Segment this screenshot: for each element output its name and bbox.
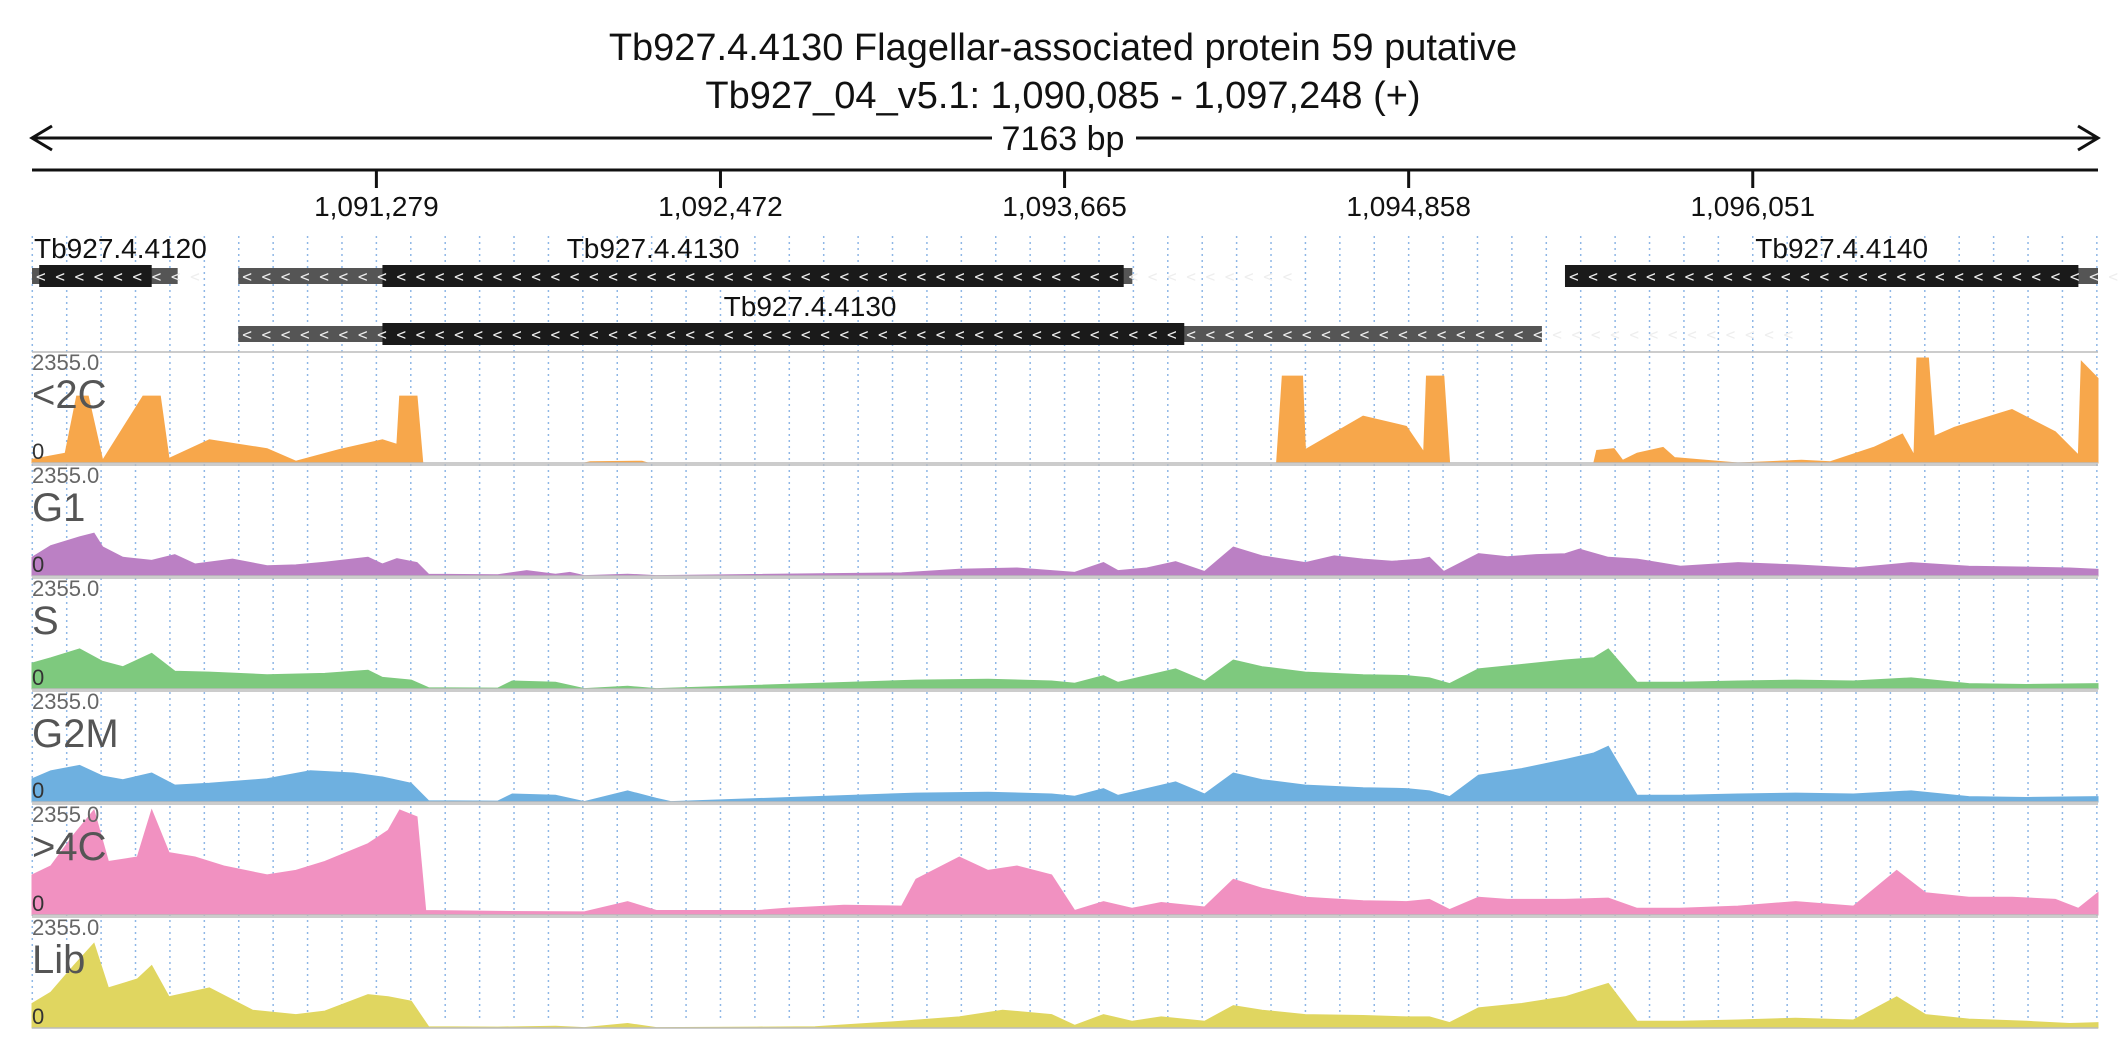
gene-model-2: < < < < < < < < < < < < < < < < < < < < …	[1564, 233, 2126, 287]
gene-label-3: Tb927.4.4130	[724, 291, 897, 322]
track-max-label-3: 2355.0	[32, 689, 99, 714]
track-max-label-2: 2355.0	[32, 576, 99, 601]
track-0: 2355.0 0 <2C	[31, 350, 2099, 464]
x-axis: 1,091,279 1,092,472 1,093,665 1,094,858 1,09…	[32, 168, 2098, 222]
track-area-2	[31, 648, 2099, 690]
gene-model-3: < < < < < < < < < < < < < < < < < < < < …	[238, 291, 1793, 345]
track-min-label-4: 0	[32, 891, 44, 916]
figure-location: Tb927_04_v5.1: 1,090,085 - 1,097,248 (+)	[705, 75, 1420, 117]
track-name-2: S	[32, 599, 59, 643]
gene-cds-2	[1564, 265, 2079, 287]
x-tick-label-1: 1,092,472	[658, 191, 783, 222]
track-name-0: <2C	[32, 373, 107, 417]
right-arrowhead-icon	[2077, 124, 2101, 152]
grid-lines	[31, 236, 2098, 1020]
left-arrowhead-icon	[29, 124, 53, 152]
track-name-5: Lib	[32, 938, 85, 982]
x-tick-label-3: 1,094,858	[1346, 191, 1471, 222]
track-3: 2355.0 0 G2M	[31, 689, 2099, 803]
gene-cds-0	[39, 265, 152, 287]
gene-strand-arrows-2: < < < < < < < < < < < < < < < < < < < < …	[1569, 267, 2126, 286]
x-tick-label-2: 1,093,665	[1002, 191, 1127, 222]
gene-strand-arrows-0: < < < < < < < < <	[36, 267, 200, 286]
track-1: 2355.0 0 G1	[31, 463, 2099, 577]
gene-label-2: Tb927.4.4140	[1755, 233, 1928, 264]
gene-cds-1	[382, 265, 1124, 287]
x-tick-label-0: 1,091,279	[314, 191, 439, 222]
gene-model-1: < < < < < < < < < < < < < < < < < < < < …	[238, 233, 1292, 287]
gene-cds-3	[382, 323, 1185, 345]
track-max-label-4: 2355.0	[32, 802, 99, 827]
track-5: 2355.0 0 Lib	[31, 915, 2099, 1029]
coverage-tracks: 2355.00<2C2355.00G12355.00S2355.00G2M235…	[31, 350, 2099, 1029]
track-name-3: G2M	[32, 712, 119, 756]
gene-model-0: < < < < < < < < < Tb927.4.4120	[32, 233, 207, 287]
track-area-3	[31, 745, 2099, 803]
span-length-label: 7163 bp	[1002, 120, 1125, 158]
track-min-label-1: 0	[32, 552, 44, 577]
track-min-label-5: 0	[32, 1004, 44, 1029]
track-name-4: >4C	[32, 825, 107, 869]
track-area-4	[31, 808, 2099, 916]
track-max-label-5: 2355.0	[32, 915, 99, 940]
track-min-label-0: 0	[32, 439, 44, 464]
track-max-label-0: 2355.0	[32, 350, 99, 375]
track-min-label-2: 0	[32, 665, 44, 690]
track-4: 2355.0 0 >4C	[31, 802, 2099, 916]
gene-models: < < < < < < < < < Tb927.4.4120< < < < < …	[32, 233, 2126, 345]
gene-label-0: Tb927.4.4120	[34, 233, 207, 264]
span-arrow: 7163 bp	[29, 120, 2101, 158]
track-min-label-3: 0	[32, 778, 44, 803]
track-area-1	[31, 532, 2099, 577]
gene-strand-arrows-1: < < < < < < < < < < < < < < < < < < < < …	[242, 267, 1292, 286]
track-name-1: G1	[32, 486, 85, 530]
track-max-label-1: 2355.0	[32, 463, 99, 488]
gene-label-1: Tb927.4.4130	[567, 233, 740, 264]
track-area-0	[31, 357, 2099, 464]
track-area-5	[31, 942, 2099, 1029]
gene-strand-arrows-3: < < < < < < < < < < < < < < < < < < < < …	[242, 325, 1793, 344]
figure-title: Tb927.4.4130 Flagellar-associated protei…	[609, 27, 1517, 69]
track-2: 2355.0 0 S	[31, 576, 2099, 690]
x-tick-label-4: 1,096,051	[1690, 191, 1815, 222]
